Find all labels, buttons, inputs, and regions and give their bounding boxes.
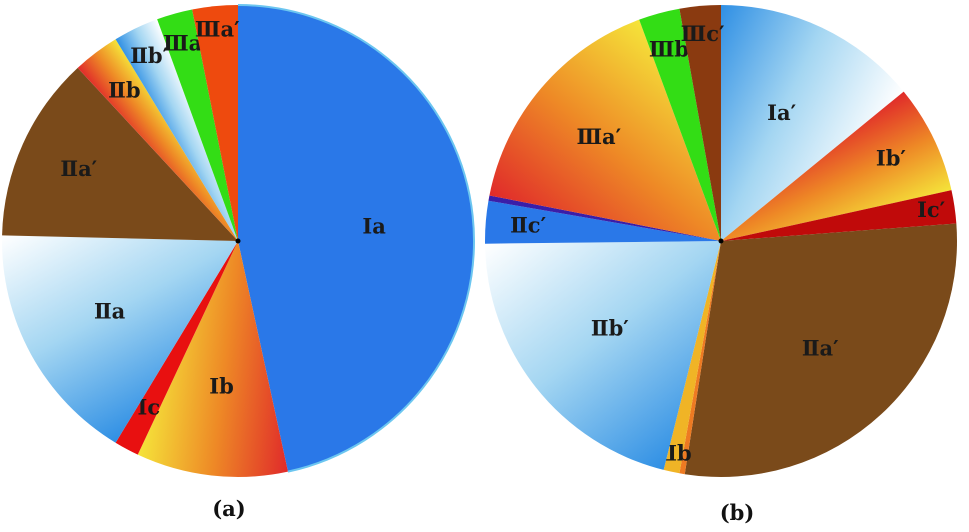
panel-caption-b: (b) [720, 500, 755, 525]
slice-label: Ⅲb [649, 37, 689, 62]
pie-slice [2, 67, 239, 241]
pie-center-dot [235, 238, 241, 244]
slice-label: Ⅰa′ [767, 100, 796, 125]
pie-center-dot [718, 238, 724, 244]
slice-label: Ⅱa′ [802, 336, 839, 361]
slice-label: Ⅰc [138, 394, 161, 419]
pie-slice [721, 190, 957, 241]
pie-slice [157, 9, 238, 241]
pie-slice [639, 8, 721, 242]
slice-label: Ⅱb′ [591, 316, 629, 341]
pie-slice [192, 5, 238, 241]
pie-slice [238, 5, 474, 472]
panel-caption-a: (a) [212, 496, 245, 521]
slice-label: Ⅱc′ [510, 213, 546, 238]
pie-slice [679, 5, 721, 241]
slice-label: Ⅲa′ [195, 17, 240, 42]
pie-slice [1, 235, 238, 443]
pie-slice [485, 200, 721, 244]
slice-label: Ⅱa [94, 298, 126, 323]
slice-label: Ⅰa [362, 213, 386, 238]
pie-slice [684, 223, 957, 477]
pie-slice [488, 195, 721, 241]
slice-label: Ⅲa [163, 30, 203, 55]
pie-slice [137, 241, 288, 477]
slice-label: Ⅰb [209, 373, 234, 398]
pie-slice [679, 241, 721, 475]
pie-slice [663, 241, 721, 474]
slice-label: Ⅱb [108, 77, 140, 102]
slice-label: Ⅲc′ [681, 21, 725, 46]
slice-label: Ⅲa′ [576, 124, 621, 149]
pie-slice [115, 241, 238, 455]
slice-label: Ⅰc′ [917, 197, 946, 222]
slice-label: Ⅱa′ [60, 156, 97, 181]
pie-slice [489, 19, 721, 242]
slice-rim [237, 4, 475, 473]
slice-label: Ⅱb′ [130, 43, 168, 68]
pie-slice [721, 91, 952, 241]
slice-label: Ⅰb′ [876, 146, 907, 171]
pie-slice [721, 5, 904, 241]
pie-slice [77, 39, 239, 242]
pie-slice [115, 19, 238, 241]
pie-slice [485, 241, 721, 470]
